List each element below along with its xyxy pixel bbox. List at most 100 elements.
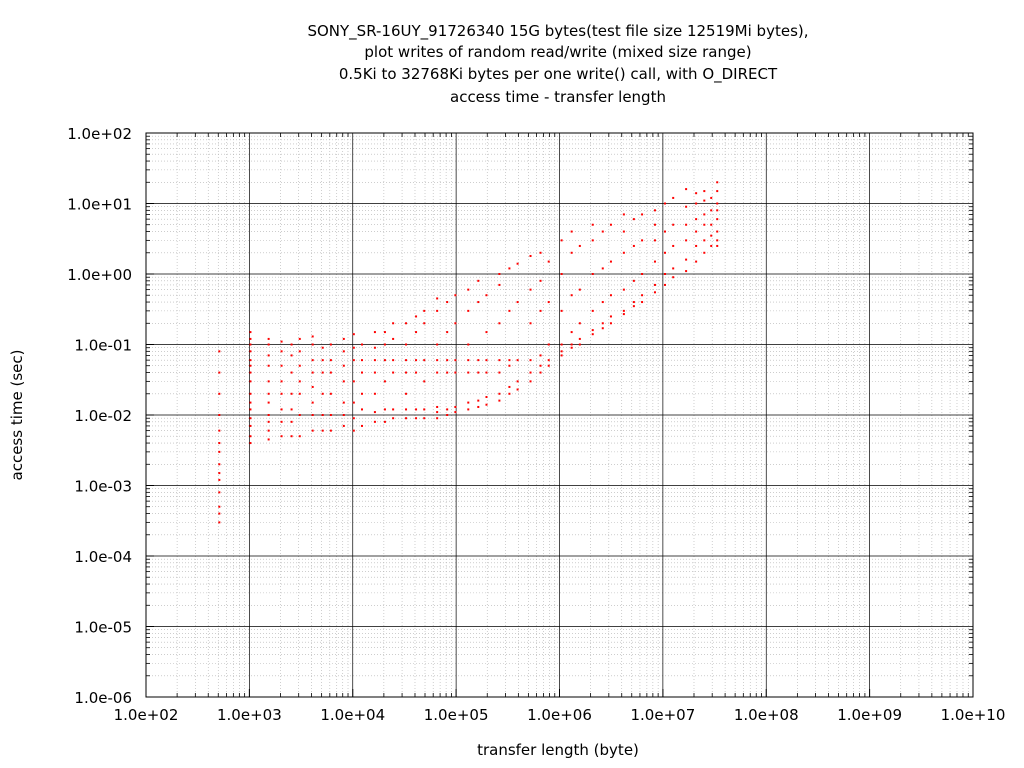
data-point xyxy=(249,337,252,340)
data-point xyxy=(685,223,688,226)
data-point xyxy=(361,424,364,427)
data-point xyxy=(311,335,314,338)
data-point xyxy=(298,380,301,383)
data-point xyxy=(664,283,667,286)
data-point xyxy=(547,260,550,263)
data-point xyxy=(539,251,542,254)
data-point xyxy=(601,301,604,304)
data-point xyxy=(267,414,270,416)
data-point xyxy=(672,244,675,247)
data-point xyxy=(436,359,439,362)
data-point xyxy=(352,380,355,383)
data-point xyxy=(516,380,519,383)
data-point xyxy=(267,343,270,346)
data-point xyxy=(685,258,688,261)
data-point xyxy=(218,491,221,494)
data-point xyxy=(498,399,501,402)
data-point xyxy=(570,331,573,334)
data-point xyxy=(716,230,719,233)
data-point xyxy=(446,371,449,374)
data-point xyxy=(591,333,594,336)
data-point xyxy=(373,411,376,414)
data-point xyxy=(539,354,542,357)
data-point xyxy=(703,239,706,242)
data-point xyxy=(436,343,439,346)
data-point xyxy=(290,392,293,395)
data-point xyxy=(342,350,345,353)
data-point xyxy=(710,234,713,237)
data-point xyxy=(664,273,667,275)
data-point xyxy=(446,331,449,334)
data-point xyxy=(311,401,314,404)
data-point xyxy=(267,364,270,367)
data-point xyxy=(436,297,439,300)
data-point xyxy=(392,371,395,374)
data-point xyxy=(392,337,395,340)
data-point xyxy=(498,322,501,325)
data-point xyxy=(280,392,283,395)
data-point xyxy=(516,359,519,362)
data-point xyxy=(703,251,706,254)
data-point xyxy=(632,244,635,247)
data-point xyxy=(373,346,376,349)
data-point xyxy=(415,315,418,318)
data-point xyxy=(641,301,644,304)
data-point xyxy=(436,405,439,408)
data-point xyxy=(405,417,408,420)
data-point xyxy=(352,359,355,362)
data-point xyxy=(685,205,688,208)
y-tick-label: 1.0e-05 xyxy=(74,619,132,637)
data-point xyxy=(609,223,612,226)
data-point xyxy=(591,309,594,312)
data-point xyxy=(477,405,480,408)
data-point xyxy=(485,371,488,374)
x-tick-label: 1.0e+05 xyxy=(424,706,489,724)
data-point xyxy=(249,343,252,346)
data-point xyxy=(591,273,594,275)
data-point xyxy=(477,301,480,304)
data-points xyxy=(218,181,719,524)
data-point xyxy=(423,417,426,420)
data-point xyxy=(560,343,563,346)
data-point xyxy=(218,429,221,432)
data-point xyxy=(578,322,581,325)
data-point xyxy=(415,359,418,362)
data-point xyxy=(672,267,675,270)
data-point xyxy=(352,333,355,336)
x-tick-label: 1.0e+08 xyxy=(734,706,799,724)
data-point xyxy=(609,294,612,297)
data-point xyxy=(601,327,604,330)
data-point xyxy=(695,230,698,233)
data-point xyxy=(578,288,581,291)
data-point xyxy=(321,346,324,349)
data-point xyxy=(329,371,332,374)
data-point xyxy=(601,230,604,233)
data-point xyxy=(361,343,364,346)
data-point xyxy=(298,435,301,438)
data-point xyxy=(267,429,270,432)
data-point xyxy=(653,223,656,226)
data-point xyxy=(508,385,511,388)
data-point xyxy=(267,354,270,357)
data-point xyxy=(321,429,324,432)
data-point xyxy=(467,288,470,291)
data-point xyxy=(622,230,625,233)
data-point xyxy=(539,371,542,374)
data-point xyxy=(290,435,293,438)
data-point xyxy=(560,350,563,353)
data-point xyxy=(516,388,519,391)
data-point xyxy=(703,213,706,216)
x-tick-label: 1.0e+07 xyxy=(631,706,696,724)
data-point xyxy=(218,505,221,508)
data-point xyxy=(280,350,283,353)
data-point xyxy=(653,283,656,286)
x-tick-label: 1.0e+10 xyxy=(941,706,1006,724)
data-point xyxy=(622,313,625,316)
data-point xyxy=(218,450,221,453)
data-point xyxy=(218,392,221,395)
data-point xyxy=(710,223,713,226)
data-point xyxy=(477,279,480,282)
data-point xyxy=(664,202,667,205)
x-tick-label: 1.0e+02 xyxy=(114,706,179,724)
data-point xyxy=(218,521,221,524)
